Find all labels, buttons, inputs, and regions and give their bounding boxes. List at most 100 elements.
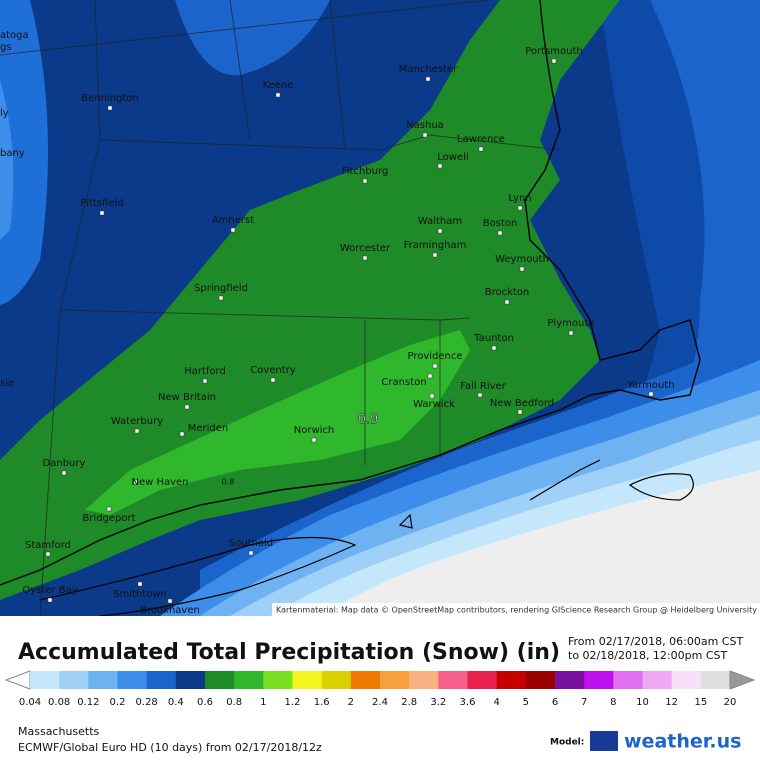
color-swatch [292, 671, 323, 689]
city-label-cropped: bany [0, 148, 25, 159]
city-dot [477, 392, 483, 398]
city-dot [432, 252, 438, 258]
city-label: Bennington [81, 93, 139, 104]
color-bar-label: 3.2 [430, 697, 446, 708]
city-dot [437, 228, 443, 234]
city-dot [184, 404, 190, 410]
color-bar-label: 0.08 [48, 697, 70, 708]
color-bar-label: 0.2 [110, 697, 126, 708]
color-swatch [263, 671, 293, 689]
color-swatch [642, 671, 673, 689]
color-bar-label: 3.6 [460, 697, 476, 708]
color-swatch [350, 671, 381, 689]
color-swatch [584, 671, 614, 689]
city-label: Brookhaven [140, 605, 200, 616]
city-dot [133, 479, 139, 485]
city-label: Lynn [508, 193, 531, 204]
city-dot [437, 163, 443, 169]
period-start: From 02/17/2018, 06:00am CST [568, 635, 743, 648]
color-bar-label: 2 [348, 697, 354, 708]
city-label: Danbury [43, 458, 86, 469]
city-label-cropped: sie [0, 378, 14, 389]
region: Massachusetts [18, 725, 100, 738]
color-bar-label: 1 [260, 697, 266, 708]
city-label: Springfield [194, 283, 248, 294]
model-label: Model: [550, 738, 584, 748]
color-swatch [700, 671, 731, 689]
city-label: Hartford [184, 366, 226, 377]
color-swatch [671, 671, 702, 689]
color-swatch [175, 671, 206, 689]
city-dot [432, 363, 438, 369]
city-label: New Haven [131, 477, 188, 488]
city-label: Oyster Bay [22, 585, 77, 596]
color-swatch [380, 671, 410, 689]
color-bar-label: 20 [724, 697, 737, 708]
color-swatch [409, 671, 439, 689]
color-swatch [438, 671, 468, 689]
city-dot [137, 581, 143, 587]
city-label: Portsmouth [525, 46, 583, 57]
color-bar-label: 0.6 [197, 697, 213, 708]
color-bar-label: 6 [552, 697, 558, 708]
city-label: Worcester [340, 243, 391, 254]
city-dot [230, 227, 236, 233]
color-swatch [555, 671, 585, 689]
city-label: Taunton [473, 333, 514, 344]
city-dot [107, 105, 113, 111]
city-dot [61, 470, 67, 476]
city-dot [491, 345, 497, 351]
city-label: Cranston [381, 377, 426, 388]
color-bar: 0.04 0.08 0.12 0.2 0.28 0.4 0.6 0.8 1 1.2 1.6 2 2.4 2… [4, 670, 756, 708]
city-dot [106, 506, 112, 512]
color-bar-label: 2.8 [401, 697, 417, 708]
color-swatch [117, 671, 148, 689]
city-dot [248, 550, 254, 556]
city-label: Lowell [437, 152, 468, 163]
city-dot [362, 255, 368, 261]
color-swatch [525, 671, 556, 689]
color-swatch [234, 671, 264, 689]
city-dot [275, 92, 281, 98]
color-bar-label: 0.8 [226, 697, 242, 708]
contour-label: 0.8 [222, 478, 235, 487]
city-dot [179, 431, 185, 437]
color-swatch [59, 671, 89, 689]
city-label: Fitchburg [342, 166, 389, 177]
city-label: Smithtown [113, 589, 167, 600]
model-run: ECMWF/Global Euro HD (10 days) from 02/1… [18, 741, 322, 754]
city-label: Weymouth [495, 254, 549, 265]
city-label: Waltham [418, 216, 462, 227]
city-label: Fall River [460, 381, 506, 392]
city-label: Pittsfield [80, 198, 123, 209]
city-label: Waterbury [111, 416, 163, 427]
color-bar-label: 7 [581, 697, 587, 708]
city-dot [202, 378, 208, 384]
city-label: Brockton [485, 287, 530, 298]
city-label: Nashua [406, 120, 444, 131]
city-dot [422, 132, 428, 138]
color-bar-label: 0.12 [77, 697, 99, 708]
city-dot [519, 266, 525, 272]
city-dot [497, 230, 503, 236]
city-label: New Britain [158, 392, 216, 403]
color-bar-label: 8 [610, 697, 616, 708]
color-bar-label: 5 [523, 697, 529, 708]
city-label: Manchester [399, 64, 458, 75]
city-dot [504, 299, 510, 305]
city-label-cropped: atoga [0, 30, 29, 41]
city-label-cropped: ly [0, 108, 9, 119]
city-dot [427, 373, 433, 379]
city-label: Southold [229, 538, 273, 549]
city-dot [429, 393, 435, 399]
city-dot [134, 428, 140, 434]
color-swatch [88, 671, 118, 689]
city-label: Lawrence [457, 134, 505, 145]
city-label: Boston [483, 218, 518, 229]
color-bar-label: 15 [694, 697, 707, 708]
color-bar-label: 0.4 [168, 697, 184, 708]
city-label: Warwick [413, 399, 455, 410]
color-swatch [467, 671, 498, 689]
color-swatch [146, 671, 177, 689]
